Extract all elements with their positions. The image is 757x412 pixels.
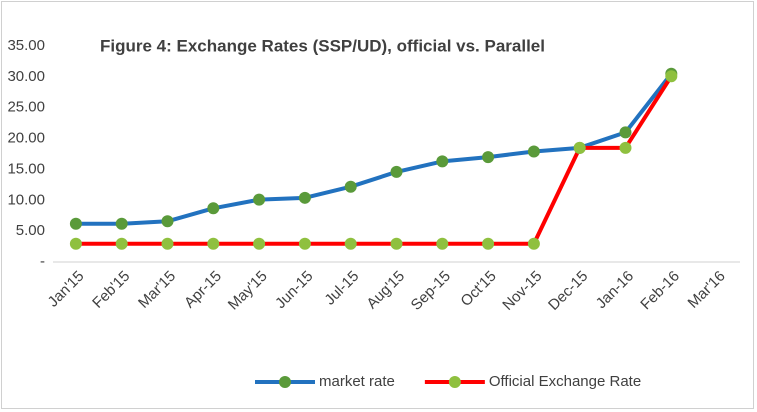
marker bbox=[436, 237, 449, 250]
marker bbox=[207, 237, 220, 250]
y-tick-label: 10.00 bbox=[7, 191, 45, 208]
marker bbox=[619, 126, 632, 139]
y-tick-label: - bbox=[40, 253, 45, 270]
y-tick-label: 15.00 bbox=[7, 160, 45, 177]
marker bbox=[665, 70, 678, 83]
marker bbox=[253, 193, 266, 206]
y-tick-label: 35.00 bbox=[7, 37, 45, 54]
marker bbox=[298, 237, 311, 250]
marker bbox=[115, 237, 128, 250]
marker bbox=[619, 141, 632, 154]
series-line bbox=[75, 75, 673, 246]
marker bbox=[115, 217, 128, 230]
marker bbox=[482, 237, 495, 250]
marker bbox=[207, 202, 220, 215]
marker bbox=[298, 191, 311, 204]
marker bbox=[69, 237, 82, 250]
marker bbox=[344, 237, 357, 250]
marker bbox=[161, 215, 174, 228]
y-tick-label: 5.00 bbox=[16, 222, 45, 239]
marker bbox=[482, 151, 495, 164]
y-tick-label: 25.00 bbox=[7, 99, 45, 116]
marker bbox=[344, 180, 357, 193]
legend-marker bbox=[279, 376, 291, 388]
y-tick-label: 30.00 bbox=[7, 68, 45, 85]
marker bbox=[161, 237, 174, 250]
legend-label: Official Exchange Rate bbox=[489, 373, 641, 390]
marker bbox=[527, 145, 540, 158]
y-tick-label: 20.00 bbox=[7, 130, 45, 147]
marker bbox=[390, 237, 403, 250]
marker bbox=[573, 141, 586, 154]
marker bbox=[436, 155, 449, 168]
marker bbox=[527, 237, 540, 250]
legend-marker bbox=[448, 376, 461, 388]
marker bbox=[69, 217, 82, 230]
legend-label: market rate bbox=[319, 373, 395, 390]
marker bbox=[390, 165, 403, 178]
chart-title: Figure 4: Exchange Rates (SSP/UD), offic… bbox=[100, 36, 545, 55]
series-line bbox=[75, 72, 673, 226]
marker bbox=[253, 237, 266, 250]
